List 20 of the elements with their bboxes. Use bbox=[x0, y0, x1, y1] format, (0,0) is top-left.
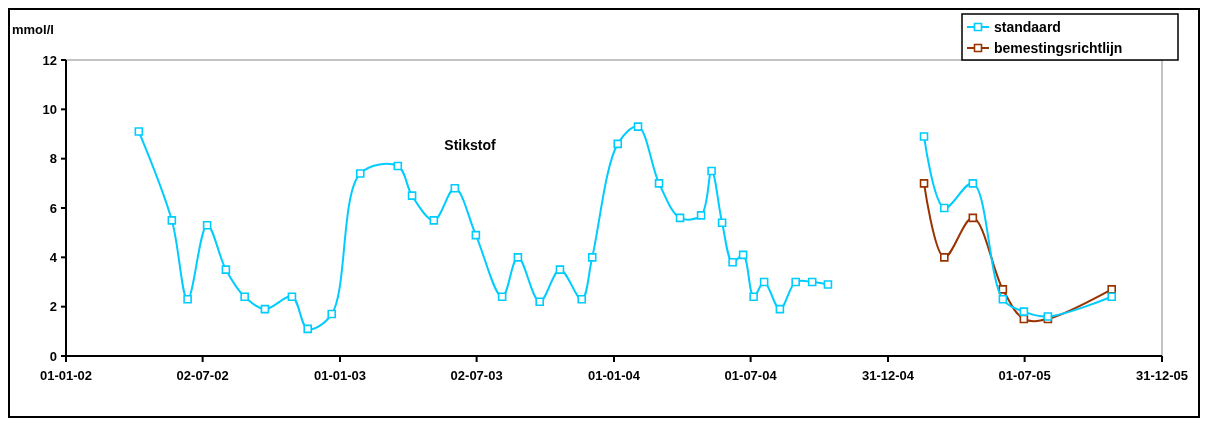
y-tick-label: 0 bbox=[49, 348, 57, 364]
y-tick-label: 4 bbox=[49, 249, 58, 265]
y-tick-label: 6 bbox=[49, 200, 57, 216]
x-tick-label: 02-07-03 bbox=[450, 368, 503, 383]
y-tick-label: 2 bbox=[49, 299, 57, 315]
y-axis-title: mmol/l bbox=[12, 22, 54, 37]
x-tick-label: 01-01-03 bbox=[313, 368, 367, 383]
x-tick-label: 31-12-04 bbox=[861, 368, 915, 383]
x-tick-label: 01-07-04 bbox=[724, 368, 778, 383]
legend-label: standaard bbox=[994, 18, 1061, 35]
x-tick-label: 31-12-05 bbox=[1135, 368, 1189, 383]
legend-label: bemestingsrichtlijn bbox=[994, 39, 1123, 56]
y-tick-label: 12 bbox=[42, 52, 57, 68]
x-tick-label: 02-07-02 bbox=[176, 368, 229, 383]
y-tick-label: 8 bbox=[49, 151, 57, 167]
x-tick-label: 01-01-04 bbox=[587, 368, 641, 383]
y-tick-label: 10 bbox=[42, 101, 57, 117]
x-tick-label: 01-01-02 bbox=[39, 368, 93, 383]
text: Stikstof bbox=[444, 137, 496, 153]
x-tick-label: 01-07-05 bbox=[998, 368, 1051, 383]
